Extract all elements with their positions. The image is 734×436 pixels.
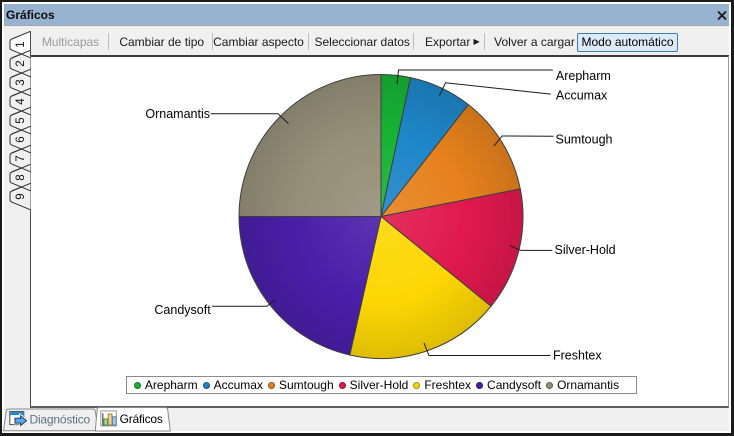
svg-text:Accumax: Accumax (556, 89, 608, 103)
svg-text:6: 6 (15, 136, 27, 142)
svg-text:3: 3 (15, 79, 27, 85)
svg-text:9: 9 (15, 193, 27, 199)
svg-text:Sumtough: Sumtough (556, 132, 613, 146)
svg-text:5: 5 (15, 117, 27, 123)
svg-text:Candysoft: Candysoft (154, 303, 211, 317)
svg-text:4: 4 (15, 98, 27, 105)
svg-text:Gráficos: Gráficos (120, 412, 163, 426)
svg-text:7: 7 (15, 155, 27, 161)
svg-text:Silver-Hold: Silver-Hold (555, 243, 616, 257)
svg-text:Diagnóstico: Diagnóstico (30, 413, 91, 427)
svg-text:Arepharm: Arepharm (556, 69, 611, 83)
svg-text:Ornamantis: Ornamantis (145, 107, 210, 121)
svg-text:Freshtex: Freshtex (553, 349, 602, 363)
svg-text:2: 2 (15, 60, 27, 66)
svg-text:8: 8 (15, 174, 27, 180)
svg-text:1: 1 (15, 41, 27, 47)
